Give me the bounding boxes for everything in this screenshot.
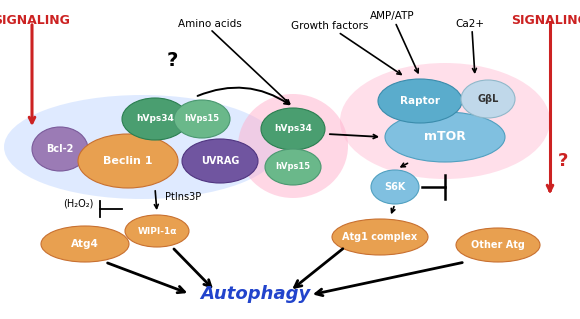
Ellipse shape (332, 219, 428, 255)
Text: Amino acids: Amino acids (178, 19, 242, 29)
Ellipse shape (4, 95, 280, 199)
Ellipse shape (78, 134, 178, 188)
Ellipse shape (32, 127, 88, 171)
Ellipse shape (41, 226, 129, 262)
Text: hVps34: hVps34 (136, 115, 174, 123)
Ellipse shape (125, 215, 189, 247)
Text: PtIns3P: PtIns3P (165, 192, 201, 202)
Text: Atg1 complex: Atg1 complex (342, 232, 418, 242)
Ellipse shape (261, 108, 325, 150)
Text: Growth factors: Growth factors (291, 21, 369, 31)
Text: Raptor: Raptor (400, 96, 440, 106)
Text: GβL: GβL (477, 94, 499, 104)
Text: hVps15: hVps15 (184, 115, 220, 123)
Text: ?: ? (558, 152, 568, 170)
Ellipse shape (456, 228, 540, 262)
Ellipse shape (174, 100, 230, 138)
Text: hVps34: hVps34 (274, 124, 312, 133)
Ellipse shape (340, 63, 550, 179)
Text: Bcl-2: Bcl-2 (46, 144, 74, 154)
Text: (H₂O₂): (H₂O₂) (63, 199, 93, 209)
Text: Other Atg: Other Atg (471, 240, 525, 250)
Text: UVRAG: UVRAG (201, 156, 239, 166)
Ellipse shape (385, 112, 505, 162)
Ellipse shape (371, 170, 419, 204)
Ellipse shape (182, 139, 258, 183)
Text: Ca2+: Ca2+ (455, 19, 484, 29)
Text: ?: ? (310, 122, 320, 140)
Ellipse shape (461, 80, 515, 118)
Text: Beclin 1: Beclin 1 (103, 156, 153, 166)
Text: S6K: S6K (385, 182, 405, 192)
Ellipse shape (265, 149, 321, 185)
Text: AMP/ATP: AMP/ATP (369, 11, 414, 21)
Text: SIGNALING: SIGNALING (512, 14, 580, 27)
Text: ?: ? (166, 51, 177, 70)
Ellipse shape (122, 98, 188, 140)
Text: Autophagy: Autophagy (200, 285, 310, 303)
Text: Atg4: Atg4 (71, 239, 99, 249)
Text: WIPI-1α: WIPI-1α (137, 226, 177, 235)
Text: hVps15: hVps15 (276, 162, 310, 172)
Ellipse shape (238, 94, 348, 198)
Ellipse shape (378, 79, 462, 123)
Text: mTOR: mTOR (424, 130, 466, 144)
Text: SIGNALING: SIGNALING (0, 14, 70, 27)
